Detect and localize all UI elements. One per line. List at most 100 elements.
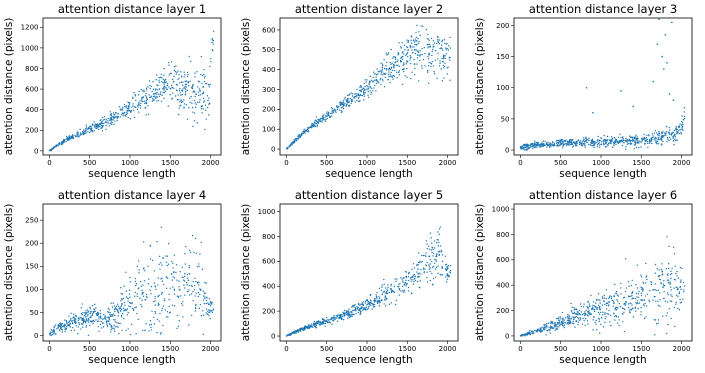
chart-panel-3: attention distance layer 30 500 1000 1500 20… xyxy=(474,2,693,180)
scatter-point xyxy=(417,51,420,54)
scatter-point xyxy=(96,320,99,323)
scatter-point xyxy=(116,117,118,119)
scatter-point xyxy=(445,281,448,283)
scatter-point xyxy=(445,276,447,278)
y-tick-label: 200 xyxy=(262,106,275,114)
scatter-point xyxy=(156,100,158,102)
scatter-point xyxy=(363,95,366,97)
scatter-point xyxy=(87,313,89,315)
scatter-point xyxy=(381,66,383,69)
scatter-point xyxy=(113,324,115,327)
scatter-point xyxy=(118,106,121,108)
scatter-point xyxy=(439,47,441,50)
scatter-point xyxy=(76,133,78,135)
scatter-point xyxy=(541,326,543,328)
scatter-point xyxy=(618,319,620,321)
scatter-point xyxy=(406,282,408,285)
scatter-point xyxy=(661,132,663,135)
scatter-point xyxy=(558,141,560,144)
scatter-point xyxy=(184,294,186,296)
scatter-point xyxy=(151,90,153,93)
scatter-point xyxy=(339,104,342,106)
scatter-point xyxy=(614,309,616,311)
scatter-point xyxy=(405,271,408,273)
scatter-point xyxy=(330,107,333,109)
scatter-point xyxy=(534,140,536,142)
scatter-point xyxy=(348,100,350,102)
x-axis-label: sequence length xyxy=(88,354,175,366)
y-tick-label: 600 xyxy=(496,256,509,264)
scatter-point xyxy=(128,301,131,304)
scatter-point xyxy=(326,320,329,323)
scatter-point xyxy=(657,304,660,307)
scatter-point xyxy=(326,117,329,120)
scatter-point xyxy=(577,321,579,323)
scatter-point xyxy=(660,138,663,140)
scatter-point xyxy=(156,84,158,86)
scatter-point xyxy=(426,247,429,250)
scatter-point xyxy=(634,136,637,138)
scatter-point xyxy=(585,86,588,89)
scatter-point xyxy=(154,304,157,306)
scatter-point xyxy=(553,142,556,145)
scatter-point xyxy=(618,141,621,144)
scatter-point xyxy=(393,67,395,69)
scatter-point xyxy=(369,294,372,297)
scatter-point xyxy=(573,318,575,321)
scatter-point xyxy=(555,328,557,330)
scatter-point xyxy=(657,141,659,143)
scatter-point xyxy=(388,303,391,305)
scatter-point xyxy=(592,329,594,331)
scatter-point xyxy=(435,260,437,262)
scatter-point xyxy=(658,134,660,136)
scatter-point xyxy=(571,146,574,148)
scatter-point xyxy=(209,301,212,303)
scatter-point xyxy=(366,308,369,310)
scatter-point xyxy=(533,329,536,332)
scatter-point xyxy=(174,95,177,97)
scatter-point xyxy=(542,328,545,331)
scatter-point xyxy=(670,300,673,302)
scatter-point xyxy=(75,325,77,327)
scatter-point xyxy=(679,123,681,125)
scatter-point xyxy=(164,309,166,311)
scatter-point xyxy=(321,323,323,325)
scatter-point xyxy=(363,308,365,311)
scatter-point xyxy=(194,307,197,309)
scatter-point xyxy=(366,84,368,87)
scatter-point xyxy=(122,312,124,315)
x-tick-label: 1000 xyxy=(358,159,376,167)
scatter-point xyxy=(656,132,658,134)
scatter-point xyxy=(167,105,169,107)
scatter-point xyxy=(550,326,553,329)
scatter-point xyxy=(198,81,201,83)
scatter-point xyxy=(636,300,639,302)
scatter-point xyxy=(622,139,624,141)
scatter-point xyxy=(110,117,113,120)
scatter-point xyxy=(171,78,174,81)
scatter-point xyxy=(613,145,615,147)
scatter-point xyxy=(549,326,551,329)
scatter-point xyxy=(160,226,163,228)
scatter-point xyxy=(205,302,207,305)
scatter-point xyxy=(175,271,177,274)
scatter-point xyxy=(390,71,392,74)
scatter-point xyxy=(82,318,84,320)
scatter-point xyxy=(654,319,657,321)
scatter-point xyxy=(419,280,422,282)
scatter-point xyxy=(385,52,388,54)
scatter-point xyxy=(49,149,52,151)
scatter-point xyxy=(100,127,102,129)
scatter-point xyxy=(152,95,155,98)
scatter-point xyxy=(568,143,570,145)
scatter-point xyxy=(106,323,108,325)
scatter-point xyxy=(446,73,449,75)
scatter-point xyxy=(659,138,661,141)
scatter-point xyxy=(422,58,425,61)
scatter-point xyxy=(314,125,316,128)
scatter-point xyxy=(110,328,113,331)
scatter-point xyxy=(393,64,396,66)
y-tick-label: 800 xyxy=(262,233,275,241)
scatter-point xyxy=(604,313,606,315)
scatter-point xyxy=(145,114,147,116)
